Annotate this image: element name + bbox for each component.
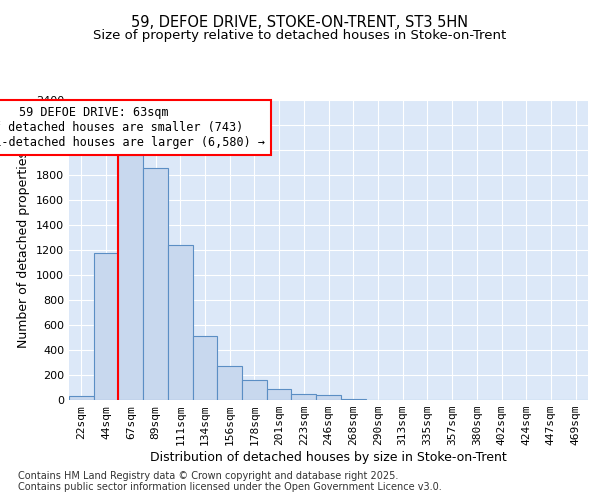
Bar [193,336,217,400]
Bar [292,394,316,400]
Bar [267,389,292,400]
Bar [118,155,143,400]
Bar [143,168,168,400]
Text: Size of property relative to detached houses in Stoke-on-Trent: Size of property relative to detached ho… [94,30,506,43]
Bar [94,253,118,400]
Bar [316,395,341,400]
Bar [242,380,267,400]
Text: Contains public sector information licensed under the Open Government Licence v3: Contains public sector information licen… [18,482,442,492]
X-axis label: Distribution of detached houses by size in Stoke-on-Trent: Distribution of detached houses by size … [150,451,507,464]
Bar [168,245,193,400]
Text: Contains HM Land Registry data © Crown copyright and database right 2025.: Contains HM Land Registry data © Crown c… [18,471,398,481]
Bar [69,396,94,400]
Text: 59 DEFOE DRIVE: 63sqm
← 10% of detached houses are smaller (743)
89% of semi-det: 59 DEFOE DRIVE: 63sqm ← 10% of detached … [0,106,265,149]
Text: 59, DEFOE DRIVE, STOKE-ON-TRENT, ST3 5HN: 59, DEFOE DRIVE, STOKE-ON-TRENT, ST3 5HN [131,15,469,30]
Bar [217,366,242,400]
Y-axis label: Number of detached properties: Number of detached properties [17,152,31,348]
